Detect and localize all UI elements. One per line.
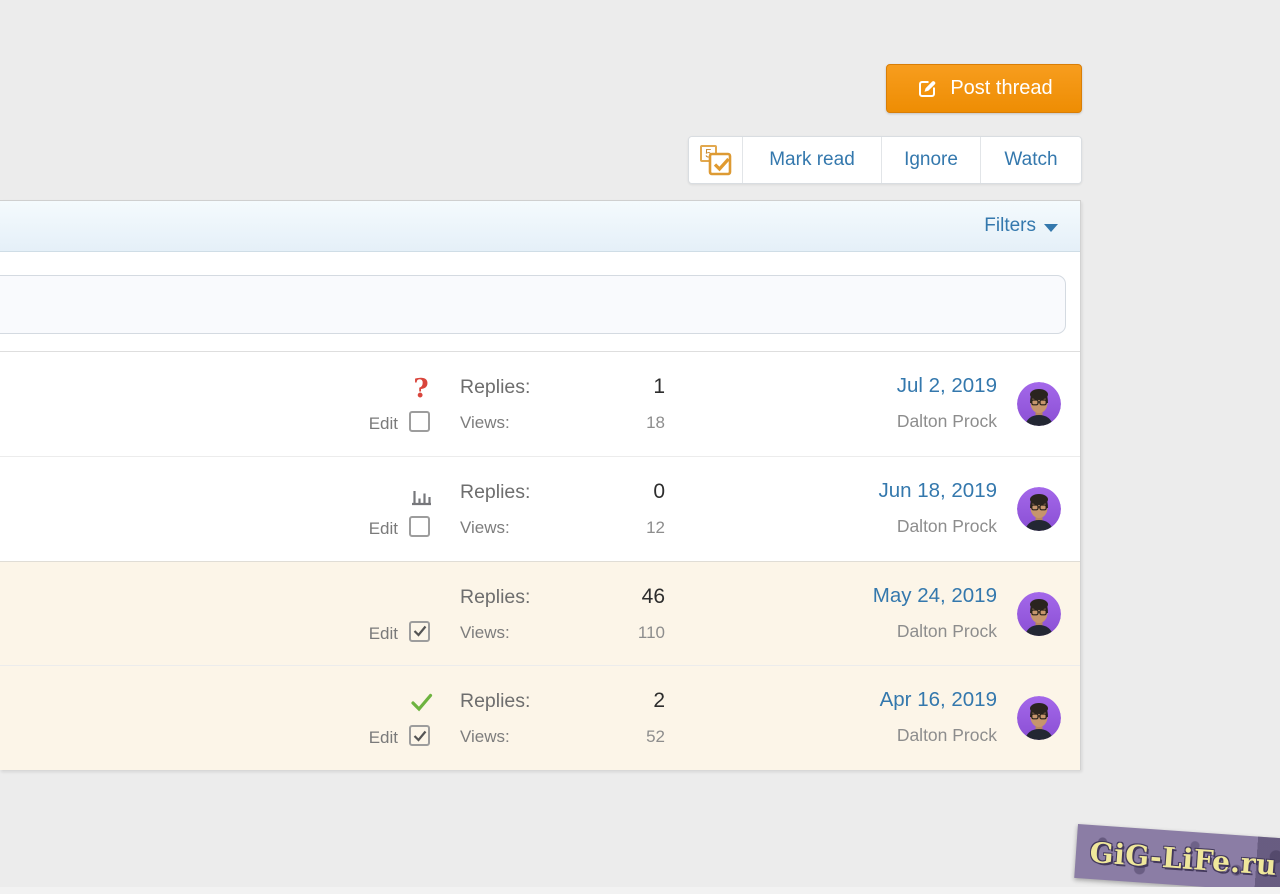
edit-link[interactable]: Edit <box>368 414 398 433</box>
avatar[interactable] <box>1017 487 1061 531</box>
compose-pencil-icon <box>919 80 936 97</box>
views-label: Views: <box>460 727 510 747</box>
filters-bar: Filters <box>0 201 1080 252</box>
last-post-date-link[interactable]: Jul 2, 2019 <box>896 374 997 397</box>
avatar[interactable] <box>1017 382 1061 426</box>
checkmark-icon <box>413 625 426 637</box>
multi-select-icon: 5 <box>699 145 731 176</box>
filters-menu[interactable]: Filters <box>984 215 1036 236</box>
last-poster-name[interactable]: Dalton Prock <box>896 620 997 641</box>
thread-toolbar: 5 Mark read Ignore Watch <box>688 136 1082 184</box>
post-thread-label: Post thread <box>950 77 1053 99</box>
avatar[interactable] <box>1017 696 1061 740</box>
unanswered-question-icon: ? <box>413 374 429 404</box>
thread-row: Edit Replies: Views: 46 110 May 24, 2019… <box>0 560 1080 667</box>
views-label: Views: <box>460 413 510 432</box>
views-count: 12 <box>646 517 665 537</box>
last-post-date-link[interactable]: Apr 16, 2019 <box>879 688 997 712</box>
thread-list-panel: Filters ? Edit Replies: Views: 1 18 Jul … <box>0 200 1081 770</box>
chevron-down-icon <box>1044 223 1058 232</box>
mark-read-button[interactable]: Mark read <box>742 137 881 183</box>
ignore-button[interactable]: Ignore <box>881 137 980 183</box>
replies-count: 1 <box>653 375 665 398</box>
avatar[interactable] <box>1017 592 1061 636</box>
post-thread-button[interactable]: Post thread <box>886 64 1082 113</box>
replies-count: 2 <box>653 689 665 713</box>
watch-button[interactable]: Watch <box>980 137 1081 183</box>
last-post-date-link[interactable]: Jun 18, 2019 <box>878 478 997 502</box>
views-count: 110 <box>637 622 665 642</box>
solved-check-icon <box>403 692 439 718</box>
thread-filter-input[interactable] <box>0 275 1066 334</box>
replies-label: Replies: <box>460 376 531 398</box>
edit-link[interactable]: Edit <box>368 623 398 643</box>
replies-count: 0 <box>653 479 665 503</box>
bottom-strip <box>0 887 1280 894</box>
edit-link[interactable]: Edit <box>368 518 398 538</box>
last-post-date-link[interactable]: May 24, 2019 <box>872 583 997 607</box>
replies-label: Replies: <box>460 585 531 608</box>
views-count: 52 <box>646 727 665 747</box>
mark-read-label: Mark read <box>769 149 855 170</box>
last-poster-name[interactable]: Dalton Prock <box>896 515 997 536</box>
edit-checkbox[interactable] <box>409 725 430 747</box>
site-watermark: GiG-LiFe.ru <box>1074 824 1280 893</box>
edit-checkbox[interactable] <box>409 411 430 432</box>
edit-checkbox[interactable] <box>409 620 430 642</box>
poll-icon <box>403 483 439 511</box>
last-poster-name[interactable]: Dalton Prock <box>896 411 997 431</box>
replies-label: Replies: <box>460 690 531 713</box>
views-count: 18 <box>646 413 665 432</box>
checkmark-icon <box>413 730 426 742</box>
watch-label: Watch <box>1004 149 1058 170</box>
edit-checkbox[interactable] <box>409 515 430 537</box>
thread-row: Edit Replies: Views: 0 12 Jun 18, 2019 D… <box>0 456 1080 562</box>
thread-rows: ? Edit Replies: Views: 1 18 Jul 2, 2019 … <box>0 352 1080 770</box>
edit-link[interactable]: Edit <box>368 728 398 748</box>
views-label: Views: <box>460 622 510 642</box>
views-label: Views: <box>460 517 510 537</box>
select-count-badge: 5 <box>705 147 712 161</box>
thread-search-section <box>0 252 1080 352</box>
multi-select-button[interactable]: 5 <box>689 137 742 183</box>
last-poster-name[interactable]: Dalton Prock <box>896 725 997 746</box>
watermark-text: GiG-LiFe.ru <box>1088 835 1278 882</box>
thread-row: ? Edit Replies: Views: 1 18 Jul 2, 2019 … <box>0 352 1080 457</box>
replies-count: 46 <box>641 584 665 608</box>
thread-row: Edit Replies: Views: 2 52 Apr 16, 2019 D… <box>0 666 1080 770</box>
ignore-label: Ignore <box>904 149 958 170</box>
replies-label: Replies: <box>460 480 531 503</box>
